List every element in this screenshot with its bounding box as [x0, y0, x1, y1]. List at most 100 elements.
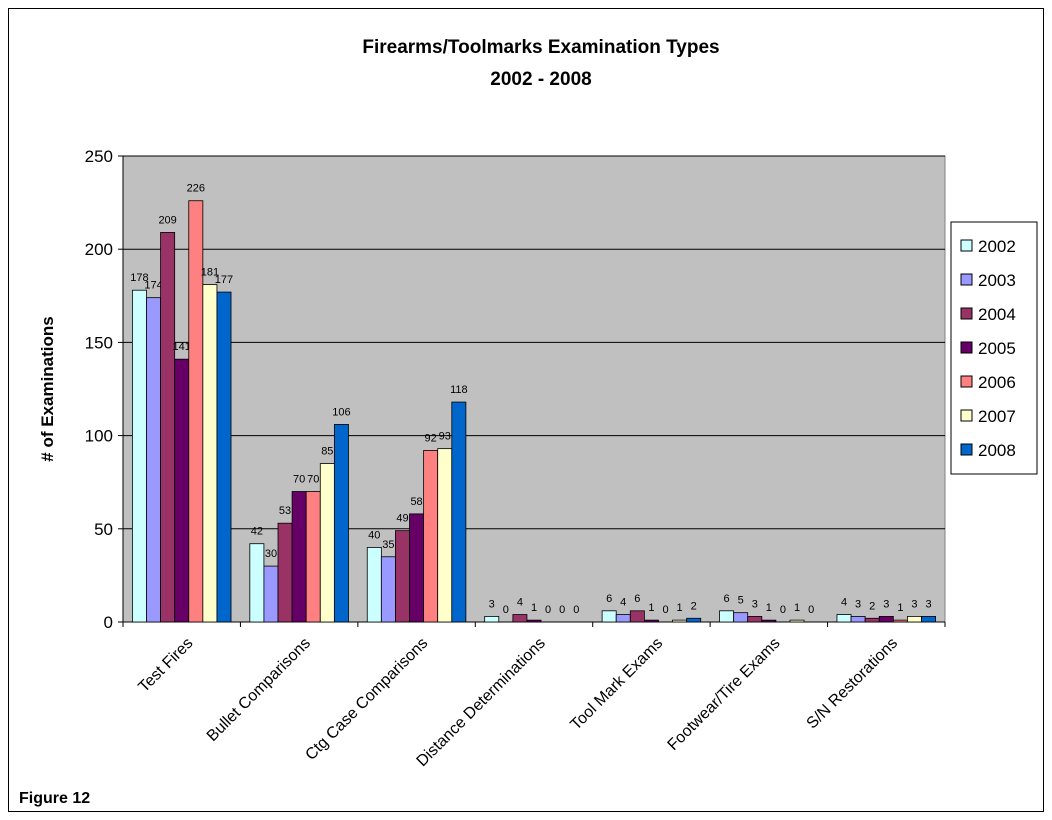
data-label: 92: [425, 433, 437, 445]
data-label: 178: [130, 272, 148, 284]
data-label: 6: [724, 593, 730, 605]
bar-2004: [160, 232, 176, 623]
data-label: 6: [606, 593, 612, 605]
bar-2007: [202, 284, 218, 623]
y-tick-label: 200: [85, 240, 113, 259]
bar-2007: [319, 463, 335, 623]
category-label: Bullet Comparisons: [204, 635, 314, 745]
data-label: 177: [215, 274, 233, 286]
bar-2005: [174, 358, 190, 623]
data-label: 85: [321, 446, 333, 458]
legend-swatch-2008: [960, 443, 973, 456]
bar-2006: [892, 619, 908, 623]
bar-2002: [836, 614, 852, 623]
bar-2004: [277, 522, 293, 623]
data-label: 3: [489, 598, 495, 610]
legend-label: 2006: [978, 373, 1016, 392]
bar-2008: [921, 616, 937, 623]
data-label: 2: [691, 600, 697, 612]
bar-2002: [484, 616, 500, 623]
data-label: 70: [293, 474, 305, 486]
bar-2002: [601, 610, 617, 623]
data-label: 181: [201, 267, 219, 279]
legend-swatch-2007: [960, 409, 973, 422]
data-label: 58: [410, 496, 422, 508]
data-label: 0: [808, 604, 814, 616]
category-label: Tool Mark Exams: [567, 635, 666, 734]
chart-frame: Firearms/Toolmarks Examination Types 200…: [8, 8, 1044, 812]
bar-2008: [451, 401, 467, 623]
bar-2003: [146, 297, 161, 623]
bar-2007: [437, 448, 453, 623]
bar-2002: [249, 543, 265, 623]
data-label: 3: [855, 598, 861, 610]
category-label: S/N Restorations: [804, 635, 902, 733]
data-label: 141: [173, 341, 191, 353]
y-tick-label: 0: [104, 613, 113, 632]
bar-2008: [686, 617, 702, 623]
data-label: 42: [251, 526, 263, 538]
data-label: 1: [677, 602, 683, 614]
data-label: 0: [545, 604, 551, 616]
bar-2006: [305, 491, 321, 623]
legend-label: 2007: [978, 407, 1016, 426]
data-label: 93: [439, 431, 451, 443]
plot-background: [122, 155, 946, 623]
bar-2008: [216, 291, 232, 623]
legend-label: 2005: [978, 339, 1016, 358]
data-label: 4: [841, 597, 847, 609]
data-label: 30: [265, 548, 277, 560]
legend-swatch-2006: [960, 375, 973, 388]
data-label: 0: [662, 604, 668, 616]
data-label: 3: [925, 598, 931, 610]
bar-2002: [719, 610, 735, 623]
data-label: 2: [869, 600, 875, 612]
data-label: 1: [794, 602, 800, 614]
data-label: 1: [897, 602, 903, 614]
data-label: 3: [883, 598, 889, 610]
bar-2004: [512, 614, 528, 623]
data-label: 0: [573, 604, 579, 616]
bar-2003: [850, 616, 866, 623]
bar-2002: [131, 289, 147, 623]
data-label: 4: [517, 597, 523, 609]
data-label: 118: [450, 384, 468, 396]
data-label: 3: [752, 598, 758, 610]
data-label: 53: [279, 505, 291, 517]
data-label: 0: [780, 604, 786, 616]
data-label: 106: [332, 406, 350, 418]
bar-2007: [907, 616, 922, 623]
bar-2007: [789, 619, 805, 623]
data-label: 226: [187, 183, 205, 195]
data-label: 49: [396, 513, 408, 525]
bar-2004: [629, 610, 645, 623]
data-label: 35: [382, 539, 394, 551]
bar-2006: [188, 200, 204, 623]
bar-2003: [380, 556, 396, 623]
figure-label: Figure 12: [19, 790, 90, 807]
data-label: 6: [634, 593, 640, 605]
legend-label: 2002: [978, 237, 1016, 256]
bar-2008: [333, 424, 349, 623]
data-label: 209: [158, 214, 176, 226]
bar-2004: [747, 616, 763, 623]
data-label: 4: [620, 597, 626, 609]
bar-2004: [864, 617, 880, 623]
y-axis-label: # of Examinations: [38, 316, 57, 461]
bar-2005: [643, 619, 659, 623]
legend-swatch-2002: [960, 239, 973, 252]
data-label: 0: [559, 604, 565, 616]
data-label: 5: [738, 595, 744, 607]
chart-title: Firearms/Toolmarks Examination Types: [362, 37, 719, 58]
bar-2005: [291, 491, 307, 623]
chart-svg: Firearms/Toolmarks Examination Types 200…: [19, 37, 1038, 807]
data-label: 1: [648, 602, 654, 614]
legend-label: 2003: [978, 271, 1016, 290]
bar-2005: [409, 513, 425, 623]
data-label: 40: [368, 529, 380, 541]
legend-swatch-2005: [960, 341, 973, 354]
legend-swatch-2003: [960, 273, 973, 286]
category-label: Ctg Case Comparisons: [302, 635, 431, 764]
bar-2005: [761, 619, 777, 623]
